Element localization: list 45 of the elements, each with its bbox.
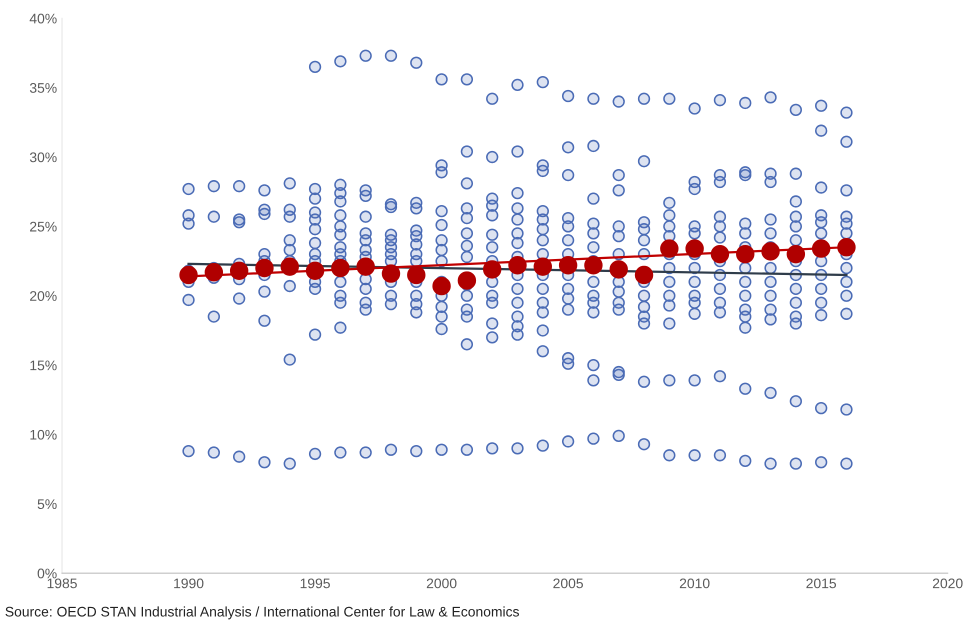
y-tick-label: 10%: [30, 430, 57, 440]
point: [685, 239, 704, 258]
y-tick-label: 0%: [38, 568, 57, 578]
x-tick-label: 2005: [553, 578, 583, 588]
x-tick-label: 2010: [680, 578, 710, 588]
point: [407, 266, 426, 284]
x-tick-label: 2020: [932, 578, 963, 588]
point: [610, 260, 628, 279]
x-tick-label: 1990: [174, 578, 204, 588]
point: [736, 244, 754, 264]
point: [280, 257, 299, 276]
point: [382, 264, 400, 283]
point: [710, 244, 730, 264]
x-tick-label: 2000: [426, 578, 456, 588]
point: [204, 262, 224, 282]
y-tick-label: 5%: [38, 499, 57, 510]
point: [508, 256, 527, 274]
point: [432, 276, 451, 296]
point: [584, 256, 603, 274]
point: [458, 271, 476, 290]
point: [356, 257, 375, 276]
source-note: Source: OECD STAN Industrial Analysis / International Center for Law & Economics: [5, 606, 519, 620]
point: [306, 262, 324, 280]
y-tick-label: 30%: [30, 152, 57, 162]
y-tick-label: 15%: [30, 360, 57, 370]
point: [482, 260, 502, 279]
x-tick-label: 2015: [806, 578, 836, 588]
point: [534, 257, 552, 276]
point: [660, 239, 679, 258]
point: [179, 266, 198, 284]
x-tick-label: 1995: [300, 578, 330, 588]
y-tick-label: 25%: [30, 222, 57, 232]
point: [634, 266, 654, 284]
y-tick-label: 20%: [30, 291, 57, 301]
y-tick-label: 40%: [30, 14, 57, 24]
point: [837, 238, 856, 256]
point: [812, 239, 830, 258]
y-tick-label: 35%: [30, 83, 57, 93]
x-tick-label: 1985: [48, 578, 77, 588]
point: [558, 256, 578, 274]
point: [761, 242, 780, 261]
point: [331, 258, 350, 278]
point: [230, 262, 248, 280]
point: [255, 258, 274, 278]
point: [786, 244, 806, 264]
